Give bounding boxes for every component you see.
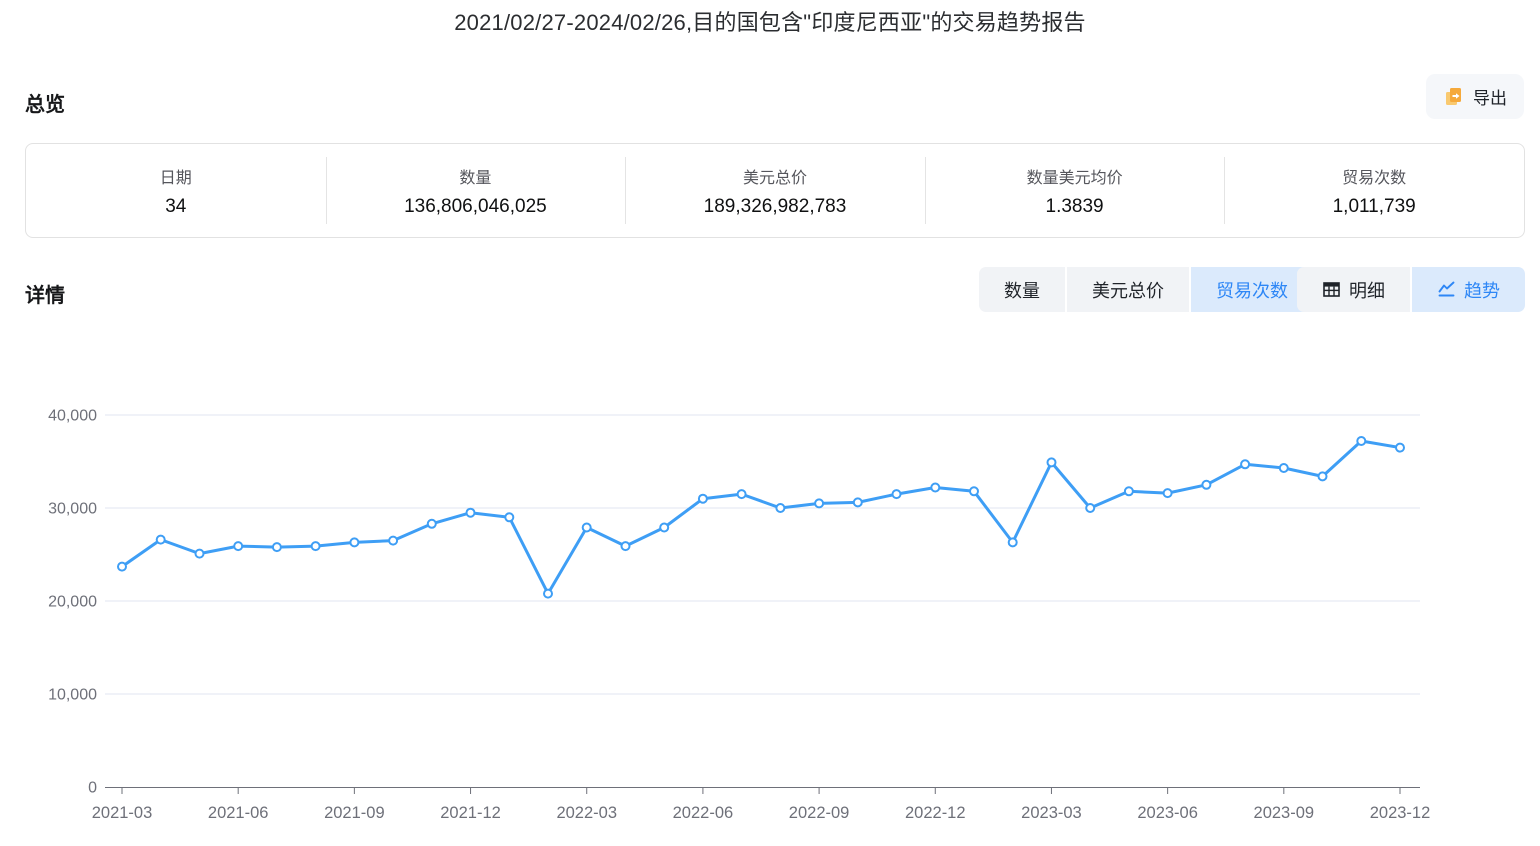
data-point[interactable]: [155, 534, 166, 545]
x-axis-tick-label: 2021-06: [208, 804, 269, 822]
x-axis-tick-label: 2021-09: [324, 804, 385, 822]
stat-value: 136,806,046,025: [404, 195, 547, 217]
tab-label: 明细: [1349, 280, 1385, 301]
stat-column: 日期 34: [26, 144, 326, 237]
data-point[interactable]: [969, 486, 979, 497]
stat-value: 34: [165, 195, 187, 217]
x-axis-tick-label: 2022-12: [905, 804, 966, 822]
tab-label: 数量: [1004, 280, 1040, 301]
view-tab-group: 明细 趋势: [1297, 267, 1525, 312]
trend-line-chart: 0 10,000 20,000 30,000 40,000 2021-03 2021-06 2…: [0, 376, 1540, 846]
x-axis-tick-label: 2023-03: [1021, 804, 1082, 822]
data-point[interactable]: [814, 498, 825, 509]
tab-view-趋势[interactable]: 趋势: [1412, 267, 1525, 312]
tab-metric-美元总价[interactable]: 美元总价: [1067, 267, 1189, 312]
export-document-icon: [1443, 86, 1464, 107]
data-point[interactable]: [736, 489, 747, 500]
data-point[interactable]: [1278, 463, 1289, 473]
stat-column: 美元总价 189,326,982,783: [625, 144, 925, 237]
data-point[interactable]: [697, 493, 708, 504]
stat-value: 1.3839: [1045, 195, 1104, 217]
x-axis-tick-label: 2021-12: [440, 804, 501, 822]
data-point[interactable]: [659, 522, 670, 533]
export-button-label: 导出: [1473, 89, 1507, 108]
data-point[interactable]: [1085, 503, 1096, 513]
trend-chart-icon: [1437, 280, 1456, 299]
data-point[interactable]: [1201, 479, 1212, 490]
data-point[interactable]: [1356, 436, 1367, 446]
tab-view-明细[interactable]: 明细: [1297, 267, 1410, 312]
tab-label: 美元总价: [1092, 280, 1164, 301]
y-axis-tick-label: 40,000: [48, 408, 97, 425]
x-axis-tick-label: 2022-03: [556, 804, 617, 822]
stat-label: 日期: [159, 169, 192, 187]
y-axis-tick-label: 0: [88, 780, 97, 797]
stat-label: 贸易次数: [1342, 169, 1407, 187]
data-point[interactable]: [117, 561, 127, 572]
page-title: 2021/02/27-2024/02/26,目的国包含"印度尼西亚"的交易趋势报…: [454, 10, 1086, 35]
data-point[interactable]: [852, 497, 863, 508]
data-point[interactable]: [775, 503, 786, 513]
data-point[interactable]: [581, 522, 592, 533]
data-point[interactable]: [1123, 486, 1134, 497]
data-point[interactable]: [1395, 442, 1405, 453]
detail-heading: 详情: [25, 285, 65, 307]
line-chart-svg: 0 10,000 20,000 30,000 40,000 2021-03 2021-06 2…: [48, 408, 1431, 822]
x-axis-tick-label: 2023-12: [1370, 804, 1431, 822]
data-point[interactable]: [426, 518, 437, 529]
tab-metric-贸易次数[interactable]: 贸易次数: [1191, 267, 1313, 312]
stat-value: 189,326,982,783: [703, 195, 847, 217]
y-axis-tick-label: 20,000: [48, 594, 97, 611]
data-point[interactable]: [1007, 537, 1018, 548]
export-button[interactable]: 导出: [1426, 74, 1524, 119]
tab-metric-数量[interactable]: 数量: [979, 267, 1065, 312]
data-point[interactable]: [310, 541, 321, 552]
data-point[interactable]: [388, 535, 399, 546]
stat-label: 美元总价: [742, 169, 807, 187]
data-point[interactable]: [1046, 457, 1057, 468]
y-axis-tick-label: 10,000: [48, 687, 97, 704]
y-axis-tick-label: 30,000: [48, 501, 97, 518]
x-axis-tick-label: 2023-09: [1254, 804, 1315, 822]
data-point[interactable]: [891, 489, 902, 500]
overview-stats-panel: 日期 34 数量 136,806,046,025 美元总价 189,326,982,783…: [25, 143, 1525, 238]
table-icon: [1322, 280, 1341, 299]
tab-label: 贸易次数: [1216, 280, 1288, 301]
data-point[interactable]: [930, 482, 941, 493]
data-point[interactable]: [620, 541, 631, 552]
data-point[interactable]: [1317, 471, 1328, 482]
data-point[interactable]: [543, 588, 553, 599]
data-point[interactable]: [1162, 488, 1173, 499]
stat-value: 1,011,739: [1332, 195, 1416, 217]
stat-column: 贸易次数 1,011,739: [1224, 144, 1524, 237]
data-point[interactable]: [349, 537, 360, 548]
data-point[interactable]: [465, 507, 476, 518]
stat-column: 数量 136,806,046,025: [325, 144, 626, 237]
stat-label: 数量美元均价: [1026, 169, 1123, 187]
tab-label: 趋势: [1464, 280, 1500, 301]
data-point[interactable]: [504, 512, 515, 523]
data-point[interactable]: [271, 542, 282, 553]
x-axis-tick-label: 2022-09: [789, 804, 850, 822]
data-point[interactable]: [1240, 459, 1251, 470]
x-axis-tick-label: 2023-06: [1137, 804, 1198, 822]
data-point[interactable]: [233, 541, 244, 552]
x-axis-tick-label: 2022-06: [673, 804, 734, 822]
overview-heading: 总览: [25, 94, 65, 116]
trend-line: [120, 439, 1402, 596]
stat-column: 数量美元均价 1.3839: [924, 144, 1225, 237]
stat-label: 数量: [459, 169, 492, 187]
x-axis-tick-label: 2021-03: [92, 804, 153, 822]
metric-tab-group: 数量 美元总价 贸易次数: [979, 267, 1313, 312]
data-point[interactable]: [194, 548, 205, 559]
